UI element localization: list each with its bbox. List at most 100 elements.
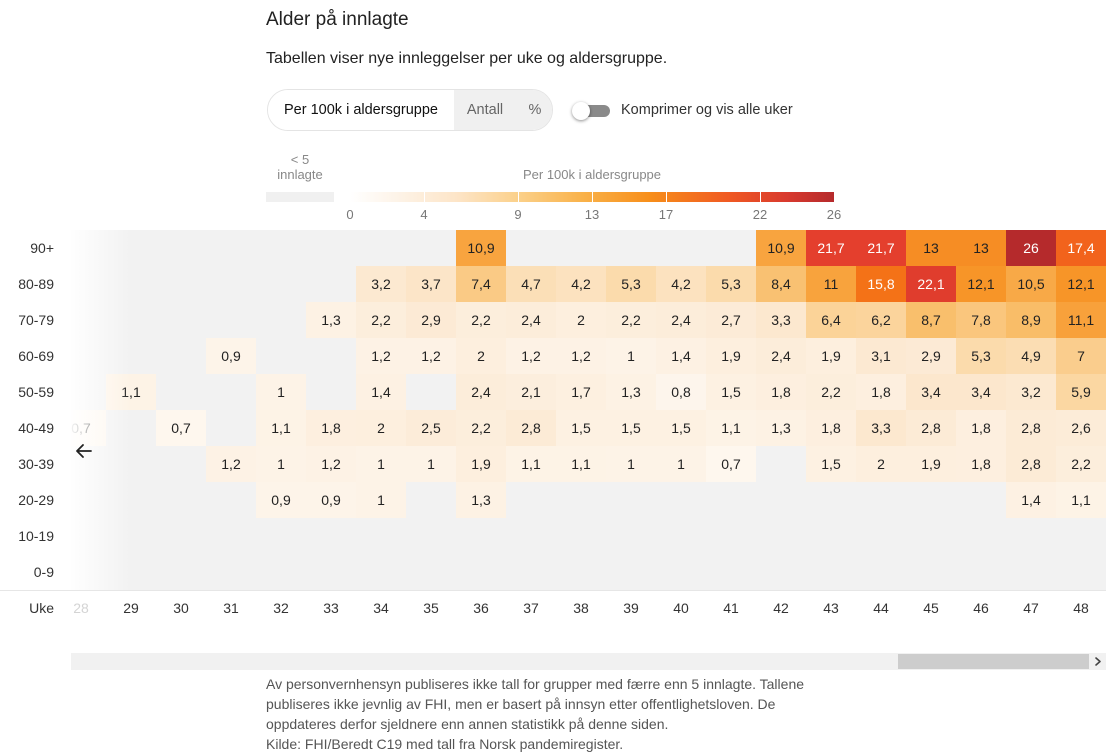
heatmap-cell: 1,5 — [556, 410, 606, 446]
heatmap-cell: 1,1 — [106, 374, 156, 410]
heatmap-cell: 1,9 — [806, 338, 856, 374]
compress-toggle-label[interactable]: Komprimer og vis alle uker — [621, 102, 793, 118]
under-five-label-line1: < 5 — [290, 152, 310, 167]
x-axis-label: Uke — [29, 600, 54, 616]
heatmap-cell: 7 — [1056, 338, 1106, 374]
heatmap-cell: 10,5 — [1006, 266, 1056, 302]
week-label: 28 — [73, 600, 89, 616]
heatmap-cell: 15,8 — [856, 266, 906, 302]
heatmap-cell: 21,7 — [806, 230, 856, 266]
heatmap-cell: 5,3 — [956, 338, 1006, 374]
age-group-label: 50-59 — [18, 384, 54, 400]
age-group-label: 40-49 — [18, 420, 54, 436]
heatmap-cell: 3,3 — [756, 302, 806, 338]
heatmap-cell: 2,5 — [406, 410, 456, 446]
heatmap-cell: 1,9 — [906, 446, 956, 482]
heatmap-cell: 2,2 — [356, 302, 406, 338]
compress-toggle[interactable] — [572, 102, 610, 120]
age-group-label: 20-29 — [18, 492, 54, 508]
heatmap-plot-area: 10,9 10,9 21,7 21,7 13 13 26 17,4 3,2 3,7 7,4 4,7 4,… — [71, 230, 1106, 590]
heatmap-cell: 2 — [356, 410, 406, 446]
scrollbar-thumb[interactable] — [898, 654, 1089, 669]
week-label: 45 — [923, 600, 939, 616]
heatmap-cell: 1,2 — [356, 338, 406, 374]
heatmap-cell: 1,1 — [256, 410, 306, 446]
heatmap-cell: 1,1 — [556, 446, 606, 482]
heatmap-cell: 3,1 — [856, 338, 906, 374]
heatmap-cell: 1,4 — [656, 338, 706, 374]
heatmap-cell: 1,2 — [306, 446, 356, 482]
heatmap-cell: 3,4 — [906, 374, 956, 410]
heatmap-cell: 17,4 — [1056, 230, 1106, 266]
heatmap-cell: 1,8 — [856, 374, 906, 410]
heatmap-cell: 11 — [806, 266, 856, 302]
heatmap-cell: 10,9 — [456, 230, 506, 266]
heatmap-cell: 1,3 — [456, 482, 506, 518]
segment-antall[interactable]: Antall — [454, 90, 516, 130]
heatmap-cell: 4,2 — [656, 266, 706, 302]
heatmap-cell: 2 — [456, 338, 506, 374]
week-label: 38 — [573, 600, 589, 616]
color-scale-title: Per 100k i aldersgruppe — [522, 167, 662, 182]
heatmap-cell: 26 — [1006, 230, 1056, 266]
week-label: 34 — [373, 600, 389, 616]
heatmap-cell: 8,7 — [906, 302, 956, 338]
privacy-note: Av personvernhensyn publiseres ikke tall… — [266, 676, 805, 732]
heatmap-cell: 2,1 — [506, 374, 556, 410]
heatmap-cell: 1,4 — [1006, 482, 1056, 518]
week-label: 44 — [873, 600, 889, 616]
color-scale-tick-label: 0 — [346, 207, 354, 222]
heatmap-cell: 0,9 — [206, 338, 256, 374]
heatmap-cell: 1,3 — [606, 374, 656, 410]
heatmap-cell: 2,4 — [506, 302, 556, 338]
heatmap-cell: 1,7 — [556, 374, 606, 410]
heatmap-cell: 1,8 — [756, 374, 806, 410]
toggle-knob — [572, 102, 590, 120]
heatmap-cell: 2,9 — [406, 302, 456, 338]
heatmap-cell: 1,3 — [306, 302, 356, 338]
heatmap-cell: 2,2 — [806, 374, 856, 410]
heatmap-cell: 3,2 — [356, 266, 406, 302]
heatmap-cell: 3,7 — [406, 266, 456, 302]
heatmap-cell: 1 — [656, 446, 706, 482]
heatmap-cell: 12,1 — [1056, 266, 1106, 302]
heatmap-cell: 1,4 — [356, 374, 406, 410]
segment-per-100k[interactable]: Per 100k i aldersgruppe — [268, 90, 454, 130]
week-label: 43 — [823, 600, 839, 616]
heatmap-cell: 2,8 — [1006, 410, 1056, 446]
source-note: Kilde: FHI/Beredt C19 med tall fra Norsk… — [266, 736, 624, 752]
heatmap-cell: 1 — [256, 446, 306, 482]
heatmap-cell: 5,3 — [606, 266, 656, 302]
heatmap-cell: 1,1 — [706, 410, 756, 446]
age-group-label: 10-19 — [18, 528, 54, 544]
week-label: 39 — [623, 600, 639, 616]
color-scale-tick-label: 4 — [420, 207, 428, 222]
segment-percent[interactable]: % — [516, 90, 552, 130]
heatmap-cell: 4,9 — [1006, 338, 1056, 374]
heatmap-cell: 2,4 — [656, 302, 706, 338]
heatmap-cell: 1,2 — [406, 338, 456, 374]
heatmap-cell: 1 — [406, 446, 456, 482]
heatmap-cell: 1,5 — [806, 446, 856, 482]
heatmap-cell: 3,3 — [856, 410, 906, 446]
heatmap-cell: 4,2 — [556, 266, 606, 302]
arrow-left-icon[interactable] — [71, 438, 97, 464]
heatmap-cell: 2,8 — [906, 410, 956, 446]
page-subtitle: Tabellen viser nye innleggelser per uke … — [266, 50, 668, 67]
heatmap-cell: 5,3 — [706, 266, 756, 302]
heatmap-cell: 6,4 — [806, 302, 856, 338]
heatmap-cell: 2,4 — [456, 374, 506, 410]
page-title: Alder på innlagte — [266, 9, 409, 30]
heatmap-cell: 13 — [956, 230, 1006, 266]
heatmap-cell: 11,1 — [1056, 302, 1106, 338]
chevron-right-icon[interactable] — [1090, 653, 1106, 670]
heatmap-cell: 12,1 — [956, 266, 1006, 302]
horizontal-scrollbar[interactable] — [71, 653, 1106, 670]
under-five-legend-label: < 5 innlagte — [266, 152, 334, 182]
x-axis-line — [0, 590, 1106, 591]
age-group-label: 30-39 — [18, 456, 54, 472]
color-scale-tickmark — [666, 192, 667, 202]
color-scale-tick-label: 17 — [658, 207, 674, 222]
age-group-label: 90+ — [30, 240, 54, 256]
week-label: 31 — [223, 600, 239, 616]
